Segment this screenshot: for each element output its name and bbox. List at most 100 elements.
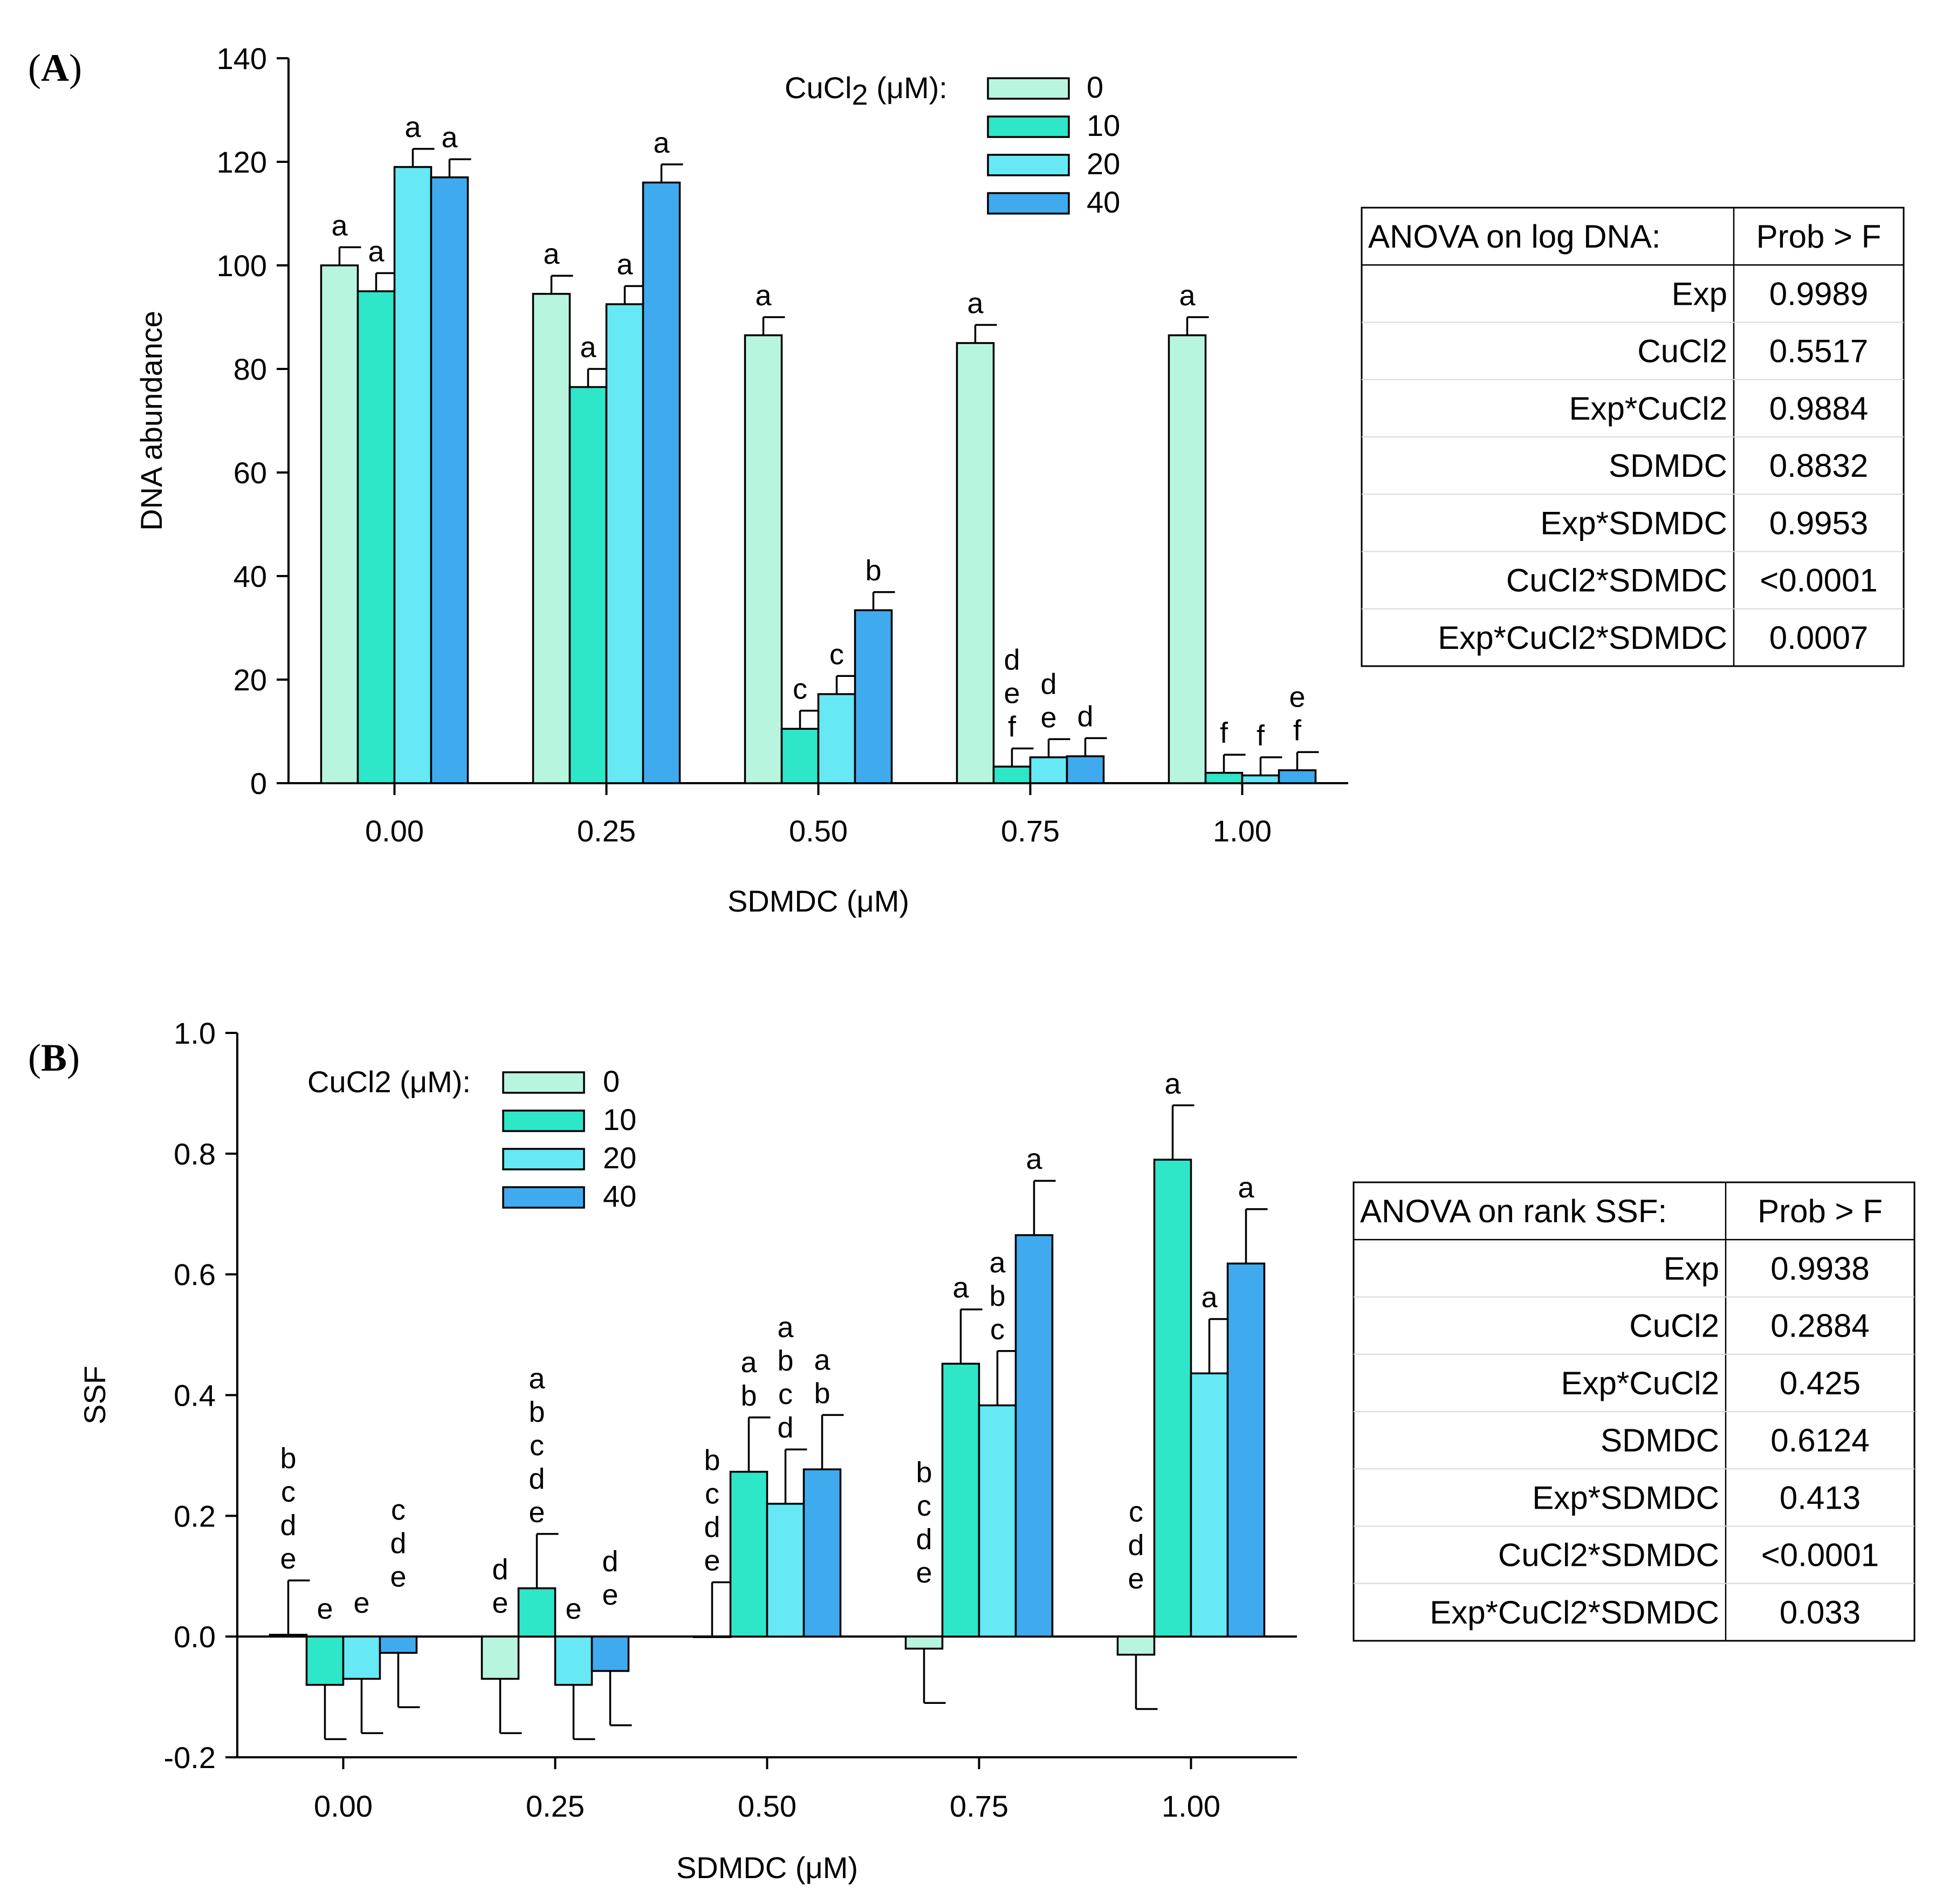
bar	[729, 1470, 768, 1638]
y-tick-label: 1.0	[174, 1016, 216, 1050]
legend-label: 10	[603, 1102, 636, 1136]
bar	[1029, 756, 1068, 784]
significance-letter: e	[390, 1561, 406, 1593]
legend-title: CuCl2 (μM):	[785, 71, 948, 111]
significance-letter: a	[967, 287, 984, 319]
legend-swatch	[502, 1109, 585, 1132]
significance-letter: a	[404, 111, 421, 143]
significance-letter: e	[602, 1579, 618, 1611]
significance-letter: a	[441, 121, 458, 154]
anova-prob: 0.425	[1780, 1365, 1861, 1401]
significance-letter: c	[917, 1490, 931, 1522]
significance-letter: a	[543, 238, 560, 270]
bar	[1153, 1159, 1192, 1638]
bar	[1116, 1635, 1156, 1656]
bar	[904, 1635, 944, 1650]
y-tick-label: 0.0	[174, 1620, 216, 1654]
x-tick-label: 0.25	[577, 814, 636, 848]
significance-letter: f	[1220, 717, 1228, 749]
significance-letter: b	[777, 1345, 793, 1377]
bar	[1168, 334, 1207, 784]
y-tick-label: 120	[217, 145, 267, 179]
significance-letter: d	[777, 1412, 793, 1444]
anova-effect: CuCl2*SDMDC	[1506, 563, 1727, 599]
anova-effect: Exp*SDMDC	[1532, 1480, 1719, 1516]
bar	[692, 1635, 732, 1638]
legend-title-sub: 2	[852, 79, 868, 111]
legend-label: 20	[1087, 147, 1120, 181]
legend-title-base: CuCl	[785, 71, 852, 105]
significance-letter: e	[492, 1587, 508, 1619]
bar	[554, 1635, 593, 1686]
bar	[269, 1634, 308, 1638]
bar	[517, 1587, 557, 1638]
anova-prob: 0.6124	[1770, 1422, 1870, 1458]
significance-letter: d	[1128, 1529, 1144, 1561]
bar	[568, 386, 608, 784]
anova-effect: Exp	[1664, 1250, 1719, 1286]
significance-letter: a	[653, 127, 670, 159]
significance-letter: b	[989, 1280, 1005, 1312]
significance-letter: a	[1238, 1172, 1254, 1204]
anova-prob: 0.2884	[1770, 1308, 1870, 1344]
panel-label-letter: B	[41, 1036, 67, 1079]
y-tick-label: 0.4	[174, 1379, 216, 1413]
anova-effect: CuCl2*SDMDC	[1498, 1537, 1719, 1573]
significance-letter: b	[916, 1456, 932, 1489]
anova-effect: Exp*CuCl2*SDMDC	[1430, 1594, 1719, 1631]
bar	[393, 166, 432, 784]
legend-title-base: CuCl2	[307, 1065, 392, 1099]
legend-swatch	[502, 1186, 585, 1209]
anova-header-prob: Prob > F	[1757, 1193, 1883, 1229]
significance-letter: a	[1201, 1281, 1218, 1313]
significance-letter: b	[704, 1444, 720, 1476]
anova-prob: 0.9953	[1769, 505, 1869, 541]
significance-letter: e	[317, 1593, 333, 1625]
legend-swatch	[987, 192, 1070, 215]
significance-letter: d	[1004, 644, 1020, 676]
legend-title-rest: (μM):	[392, 1065, 471, 1099]
significance-letter: a	[368, 235, 385, 268]
y-tick-label: 20	[234, 663, 267, 697]
bar	[956, 342, 995, 784]
panel-label-close: )	[67, 1036, 80, 1079]
y-axis-title: SSF	[78, 1366, 112, 1424]
y-tick-label: 140	[217, 42, 267, 76]
significance-letter: f	[1293, 714, 1302, 746]
significance-letter: c	[990, 1313, 1005, 1346]
significance-letter: a	[777, 1311, 794, 1344]
x-tick-label: 0.50	[738, 1789, 797, 1823]
significance-letter: e	[1004, 677, 1020, 710]
anova-table: ANOVA on log DNA: Prob > F Exp 0.9989 CuCl2 0…	[1361, 207, 1905, 667]
significance-letter: c	[391, 1494, 406, 1526]
bar	[802, 1468, 842, 1638]
legend-label: 0	[1087, 70, 1103, 104]
significance-letter: a	[1179, 279, 1196, 312]
significance-letter: d	[916, 1523, 932, 1556]
bar	[941, 1362, 980, 1638]
anova-effect: Exp	[1672, 276, 1727, 312]
anova-prob: 0.9938	[1770, 1250, 1870, 1286]
y-tick-label: 60	[234, 456, 267, 490]
anova-header-effect: ANOVA on log DNA:	[1368, 218, 1660, 255]
anova-effect: Exp*CuCl2	[1569, 391, 1727, 427]
y-tick-label: 0.2	[174, 1499, 216, 1533]
legend-label: 10	[1087, 108, 1120, 142]
significance-letter: d	[528, 1463, 545, 1495]
legend-swatch	[987, 115, 1070, 138]
y-tick-label: 0.8	[174, 1137, 216, 1171]
bar	[320, 264, 359, 784]
bar	[379, 1635, 418, 1654]
anova-effect: Exp*CuCl2	[1561, 1365, 1719, 1401]
bar	[780, 728, 820, 784]
x-tick-label: 0.25	[526, 1789, 585, 1823]
panel-label-close: )	[69, 46, 82, 90]
significance-letter: d	[602, 1545, 618, 1578]
significance-letter: e	[565, 1593, 581, 1625]
bar	[1278, 769, 1317, 784]
bar	[356, 290, 396, 784]
significance-letter: b	[280, 1442, 296, 1475]
significance-letter: c	[829, 638, 844, 670]
